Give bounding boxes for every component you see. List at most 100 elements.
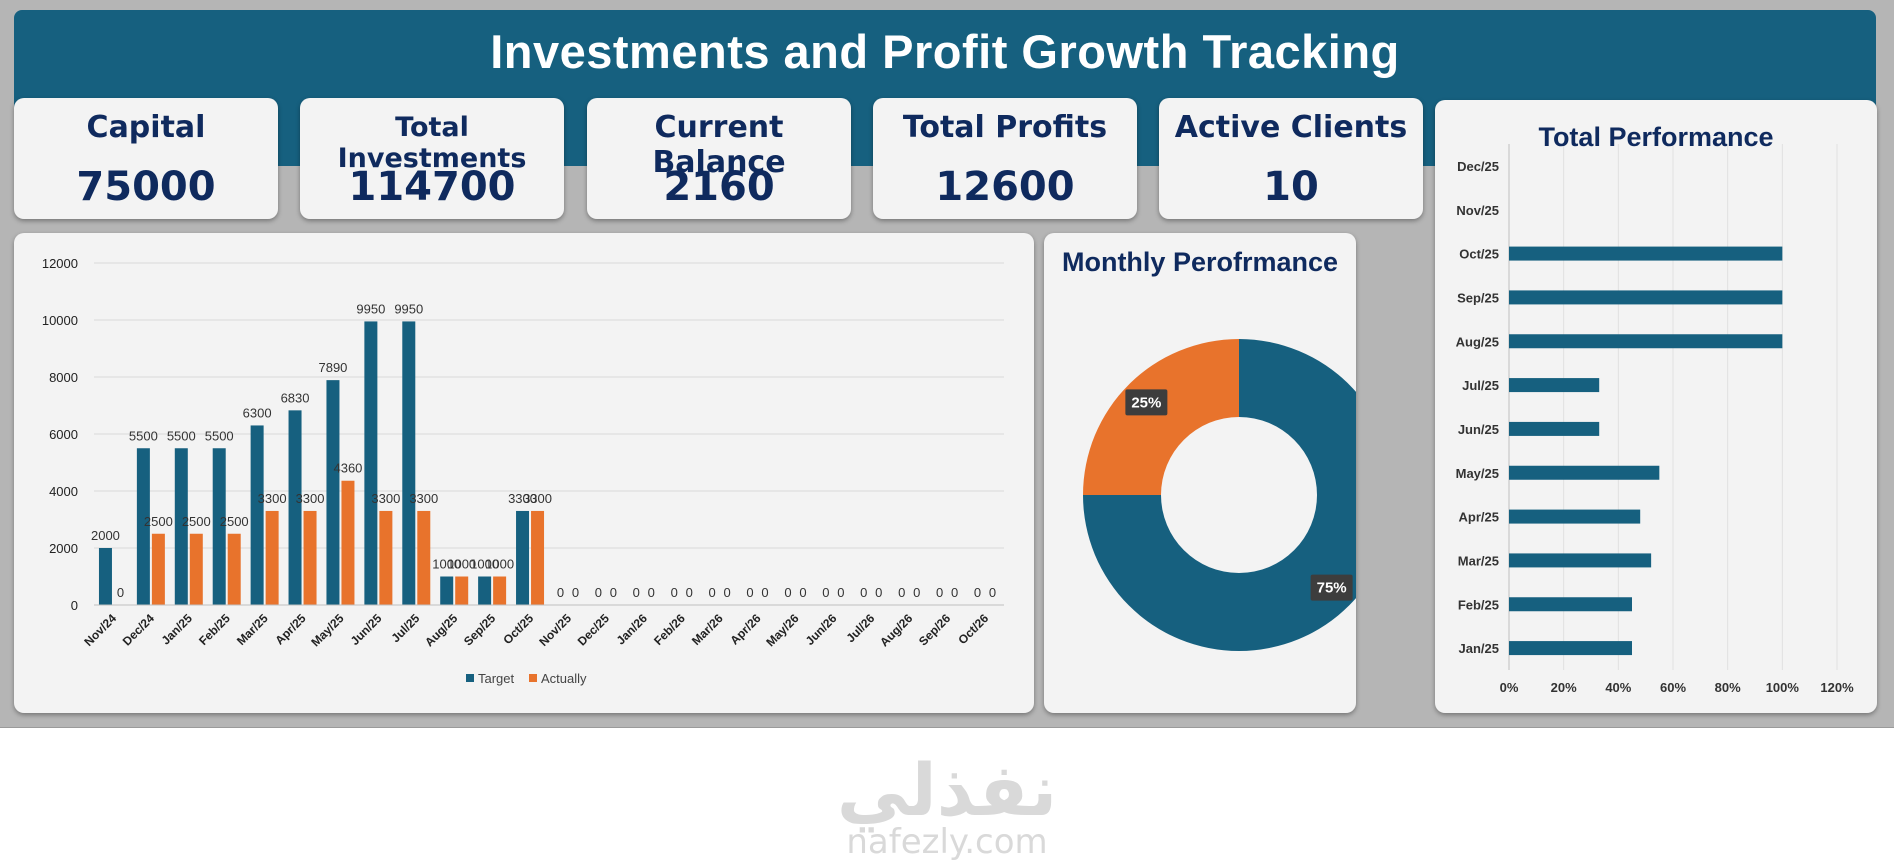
x-tick-label: Nov/24 bbox=[81, 611, 119, 649]
x-tick-label: 0% bbox=[1500, 680, 1519, 695]
x-tick-label: 60% bbox=[1660, 680, 1686, 695]
y-tick-label: Feb/25 bbox=[1458, 597, 1499, 612]
hbar bbox=[1509, 334, 1783, 349]
y-tick-label: 2000 bbox=[49, 541, 78, 556]
donut-slice bbox=[1083, 339, 1239, 495]
bar-actual bbox=[265, 510, 279, 605]
y-tick-label: Nov/25 bbox=[1456, 203, 1499, 218]
bar-actual bbox=[303, 510, 317, 605]
data-label: 2500 bbox=[182, 514, 211, 529]
kpi-card-active-clients: Active Clients 10 bbox=[1159, 98, 1423, 219]
hbar bbox=[1509, 290, 1783, 305]
legend-swatch-actual bbox=[529, 674, 537, 682]
x-tick-label: Aug/26 bbox=[877, 611, 915, 649]
x-tick-label: 80% bbox=[1715, 680, 1741, 695]
data-label: 3300 bbox=[296, 491, 325, 506]
data-label: 9950 bbox=[394, 301, 423, 316]
slice-label: 25% bbox=[1131, 394, 1161, 411]
data-label: 0 bbox=[989, 585, 996, 600]
x-tick-label: 100% bbox=[1766, 680, 1800, 695]
x-tick-label: Apr/25 bbox=[272, 611, 309, 648]
kpi-card-total-investments: Total Investments 114700 bbox=[300, 98, 564, 219]
bar-actual bbox=[341, 480, 355, 605]
watermark-latin: nafezly.com bbox=[846, 822, 1048, 862]
y-tick-label: 0 bbox=[71, 598, 78, 613]
bar-target bbox=[212, 448, 226, 605]
dashboard: Investments and Profit Growth Tracking C… bbox=[0, 0, 1894, 728]
data-label: 4360 bbox=[333, 461, 362, 476]
data-label: 9950 bbox=[356, 301, 385, 316]
y-tick-label: 12000 bbox=[42, 256, 78, 271]
watermark-arabic: نفذلي bbox=[836, 748, 1058, 832]
slice-label-box bbox=[1310, 574, 1353, 601]
data-label: 0 bbox=[860, 585, 867, 600]
data-label: 0 bbox=[557, 585, 564, 600]
kpi-card-capital: Capital 75000 bbox=[14, 98, 278, 219]
data-label: 0 bbox=[709, 585, 716, 600]
legend-swatch-target bbox=[466, 674, 474, 682]
hbar bbox=[1509, 509, 1641, 524]
data-label: 0 bbox=[837, 585, 844, 600]
data-label: 3300 bbox=[371, 491, 400, 506]
x-tick-label: Aug/25 bbox=[422, 611, 460, 649]
bar-target bbox=[250, 425, 264, 605]
data-label: 0 bbox=[633, 585, 640, 600]
x-tick-label: Feb/26 bbox=[651, 611, 688, 648]
data-label: 0 bbox=[595, 585, 602, 600]
x-tick-label: Mar/26 bbox=[689, 611, 726, 648]
donut-chart-title: Monthly Perofrmance bbox=[1061, 247, 1339, 277]
slice-label-box bbox=[1125, 389, 1168, 416]
bar-actual bbox=[227, 533, 241, 605]
x-tick-label: Mar/25 bbox=[234, 611, 271, 648]
y-tick-label: Aug/25 bbox=[1456, 334, 1499, 349]
bar-target bbox=[288, 410, 302, 605]
bar-target bbox=[516, 510, 530, 605]
x-tick-label: 20% bbox=[1551, 680, 1577, 695]
x-tick-label: Jun/25 bbox=[348, 611, 385, 648]
kpi-label: Total Investments bbox=[337, 112, 527, 174]
data-label: 0 bbox=[686, 585, 693, 600]
data-label: 6830 bbox=[281, 390, 310, 405]
data-label: 0 bbox=[913, 585, 920, 600]
y-tick-label: 4000 bbox=[49, 484, 78, 499]
kpi-label: Active Clients bbox=[1174, 110, 1408, 145]
bar-actual bbox=[455, 576, 469, 605]
kpi-label: Capital bbox=[86, 110, 206, 145]
y-tick-label: Dec/25 bbox=[1457, 159, 1499, 174]
x-tick-label: Nov/25 bbox=[536, 611, 574, 649]
data-label: 3300 bbox=[508, 491, 537, 506]
data-label: 0 bbox=[610, 585, 617, 600]
legend-label: Actually bbox=[541, 671, 587, 686]
data-label: 2500 bbox=[220, 514, 249, 529]
y-tick-label: Jun/25 bbox=[1458, 422, 1499, 437]
x-tick-label: May/25 bbox=[308, 611, 346, 649]
total-performance-chart: 0% 20% 40% 60% 80% 100% 120% Jan/25 Feb/25 Mar/25… bbox=[1456, 144, 1854, 695]
hbar bbox=[1509, 597, 1632, 612]
bar-actual bbox=[189, 533, 203, 605]
donut-slice bbox=[1083, 339, 1395, 651]
x-tick-label: Dec/25 bbox=[575, 611, 612, 648]
y-tick-label: Jan/25 bbox=[1459, 641, 1499, 656]
data-label: 2500 bbox=[144, 514, 173, 529]
data-label: 0 bbox=[951, 585, 958, 600]
y-tick-label: 8000 bbox=[49, 370, 78, 385]
bar-actual bbox=[493, 576, 507, 605]
y-tick-label: 6000 bbox=[49, 427, 78, 442]
bar-target bbox=[98, 548, 112, 605]
data-label: 5500 bbox=[205, 428, 234, 443]
y-tick-label: Apr/25 bbox=[1459, 510, 1499, 525]
x-tick-label: Jun/26 bbox=[803, 611, 840, 648]
data-label: 0 bbox=[724, 585, 731, 600]
y-tick-label: Oct/25 bbox=[1459, 247, 1499, 262]
data-label: 1000 bbox=[485, 557, 514, 572]
hbar bbox=[1509, 246, 1783, 261]
data-label: 3300 bbox=[409, 491, 438, 506]
data-label: 0 bbox=[936, 585, 943, 600]
bar-target bbox=[440, 576, 454, 605]
slice-label: 75% bbox=[1317, 580, 1347, 597]
hbar-chart-panel: Total Performance 0% 20% 40% 60% 80% 100% 120%… bbox=[1435, 100, 1877, 713]
data-label: 7890 bbox=[318, 360, 347, 375]
kpi-value: 12600 bbox=[935, 164, 1075, 210]
x-tick-label: Oct/25 bbox=[500, 611, 536, 647]
x-tick-label: Jul/26 bbox=[843, 611, 877, 645]
